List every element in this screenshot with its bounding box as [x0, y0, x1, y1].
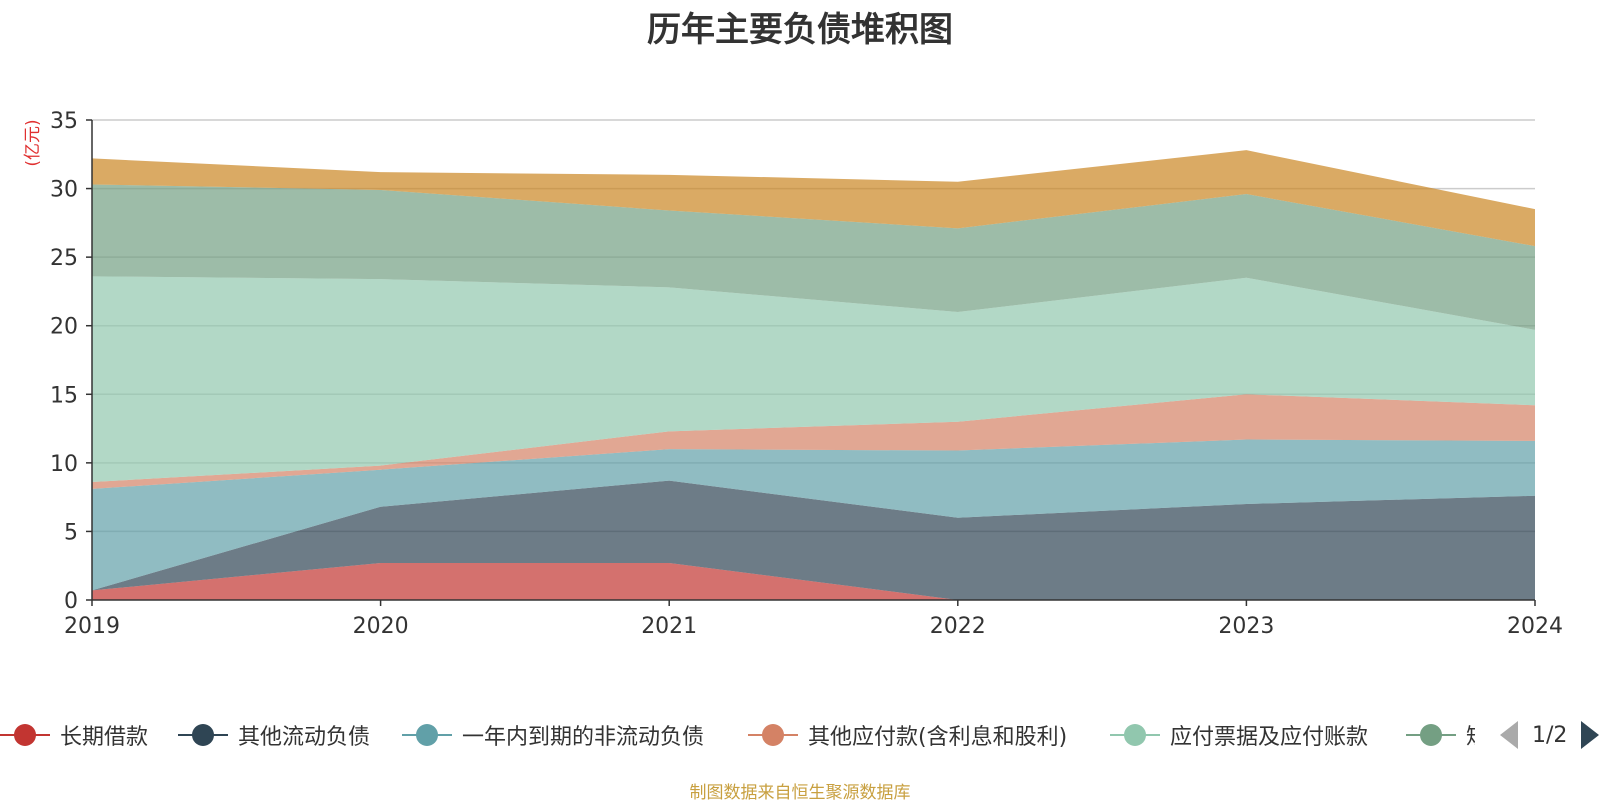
legend-swatch-icon: [1406, 717, 1456, 753]
y-tick-label: 20: [50, 315, 78, 340]
source-note: 制图数据来自恒生聚源数据库: [689, 783, 911, 803]
x-tick-label: 2020: [353, 614, 409, 639]
area-series-6: [92, 184, 1535, 330]
legend-label: 长期借款: [60, 725, 149, 750]
legend-item[interactable]: 长期借款: [0, 717, 148, 753]
legend-label: 一年内到期的非流动负债: [462, 725, 705, 750]
area-series-7: [92, 150, 1535, 247]
y-axis-label: (亿元): [23, 119, 43, 166]
legend-swatch-icon: [402, 717, 452, 753]
legend-swatch-icon: [748, 717, 798, 753]
legend-swatch-icon: [0, 717, 50, 753]
chart-title: 历年主要负债堆积图: [647, 10, 953, 50]
y-tick-label: 10: [50, 452, 78, 477]
legend-label: 应付票据及应付账款: [1170, 725, 1369, 750]
y-tick-label: 0: [64, 589, 78, 614]
legend-swatch-icon: [1110, 717, 1160, 753]
legend-swatch-icon: [178, 717, 228, 753]
legend-label: 其他应付款(含利息和股利): [808, 725, 1068, 750]
area-series: [92, 150, 1535, 600]
legend-next-page-icon[interactable]: [1581, 721, 1600, 749]
legend-item[interactable]: 应付票据及应付账款: [1110, 717, 1368, 753]
x-tick-label: 2024: [1507, 614, 1563, 639]
x-tick-label: 2023: [1218, 614, 1274, 639]
y-tick-label: 5: [64, 520, 78, 545]
legend-label: 短: [1466, 719, 1475, 751]
y-tick-label: 15: [50, 383, 78, 408]
legend: 长期借款 其他流动负债 一年内到期的非流动负债 其他应付款(含利息和股利) 应付票据及应…: [0, 717, 1475, 753]
legend-item[interactable]: 其他应付款(含利息和股利): [748, 717, 1067, 753]
legend-prev-page-icon[interactable]: [1500, 721, 1518, 749]
y-tick-label: 35: [50, 109, 78, 134]
area-series-3: [92, 439, 1535, 591]
x-tick-label: 2019: [64, 614, 120, 639]
legend-item[interactable]: 一年内到期的非流动负债: [402, 717, 704, 753]
area-series-5: [92, 276, 1535, 483]
area-series-4: [92, 394, 1535, 489]
legend-pager: 1/2: [1500, 717, 1600, 753]
x-tick-label: 2021: [641, 614, 697, 639]
legend-label: 其他流动负债: [238, 725, 371, 750]
x-tick-label: 2022: [930, 614, 986, 639]
y-tick-label: 25: [50, 246, 78, 271]
area-series-2: [92, 480, 1535, 600]
legend-item[interactable]: 短: [1406, 717, 1475, 753]
legend-page-indicator: 1/2: [1532, 722, 1568, 748]
y-tick-label: 30: [50, 178, 78, 203]
legend-item[interactable]: 其他流动负债: [178, 717, 370, 753]
axes: 0 5 10 15 20 25 30 35 2019 2020 2021 2022 2023 2024: [50, 109, 1563, 639]
